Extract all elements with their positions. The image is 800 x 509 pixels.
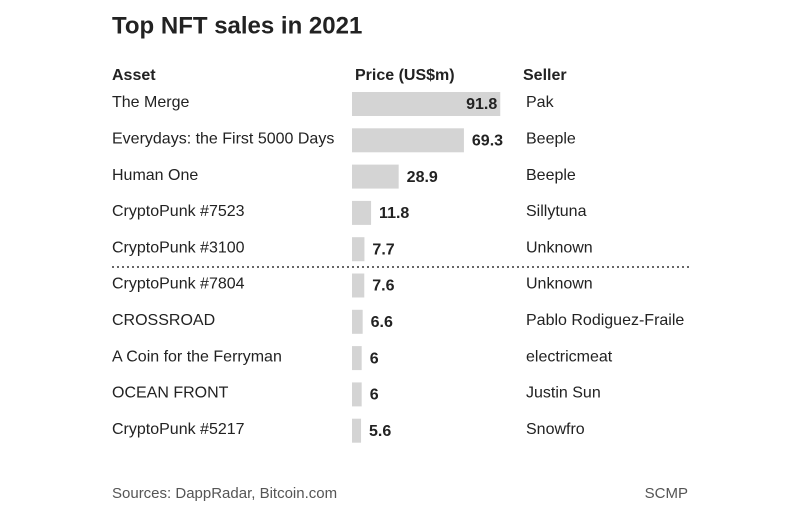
value-label: 6.6 bbox=[371, 314, 393, 331]
value-label: 7.6 bbox=[372, 278, 394, 295]
seller-name: Pablo Rodiguez-Fraile bbox=[526, 312, 684, 329]
column-header: Price (US$m) bbox=[355, 67, 455, 84]
bar bbox=[352, 92, 501, 116]
asset-name: A Coin for the Ferryman bbox=[112, 348, 282, 365]
chart-title: Top NFT sales in 2021 bbox=[112, 12, 362, 39]
seller-name: electricmeat bbox=[526, 348, 613, 365]
asset-name: CryptoPunk #3100 bbox=[112, 239, 245, 256]
asset-name: Everydays: the First 5000 Days bbox=[112, 131, 334, 148]
asset-name: The Merge bbox=[112, 94, 189, 111]
bar bbox=[352, 418, 362, 443]
value-label: 7.7 bbox=[372, 241, 394, 258]
value-label: 11.8 bbox=[379, 205, 409, 222]
bar bbox=[352, 273, 365, 298]
seller-name: Pak bbox=[526, 94, 555, 111]
value-label: 91.8 bbox=[466, 96, 497, 113]
asset-name: CryptoPunk #5217 bbox=[112, 421, 245, 438]
asset-name: CryptoPunk #7523 bbox=[112, 203, 245, 220]
bar bbox=[352, 164, 399, 189]
asset-name: CROSSROAD bbox=[112, 312, 215, 329]
seller-name: Justin Sun bbox=[526, 385, 601, 402]
bar bbox=[352, 309, 363, 334]
value-label: 5.6 bbox=[369, 423, 391, 440]
seller-name: Beeple bbox=[526, 167, 576, 184]
bar bbox=[352, 200, 372, 225]
value-label: 6 bbox=[370, 350, 379, 367]
column-header: Seller bbox=[523, 67, 567, 84]
value-label: 69.3 bbox=[472, 133, 503, 150]
bar bbox=[352, 382, 362, 407]
column-header: Asset bbox=[112, 67, 156, 84]
asset-name: OCEAN FRONT bbox=[112, 385, 229, 402]
bar bbox=[352, 237, 365, 262]
bar bbox=[352, 128, 464, 153]
asset-name: Human One bbox=[112, 167, 198, 184]
value-label: 6 bbox=[370, 387, 379, 404]
credit: SCMP bbox=[645, 485, 688, 502]
value-label: 28.9 bbox=[407, 169, 438, 186]
seller-name: Beeple bbox=[526, 131, 576, 148]
asset-name: CryptoPunk #7804 bbox=[112, 276, 245, 293]
seller-name: Unknown bbox=[526, 239, 593, 256]
source: Sources: DappRadar, Bitcoin.com bbox=[112, 485, 337, 502]
seller-name: Unknown bbox=[526, 276, 593, 293]
seller-name: Sillytuna bbox=[526, 203, 587, 220]
seller-name: Snowfro bbox=[526, 421, 585, 438]
bar bbox=[352, 346, 362, 371]
